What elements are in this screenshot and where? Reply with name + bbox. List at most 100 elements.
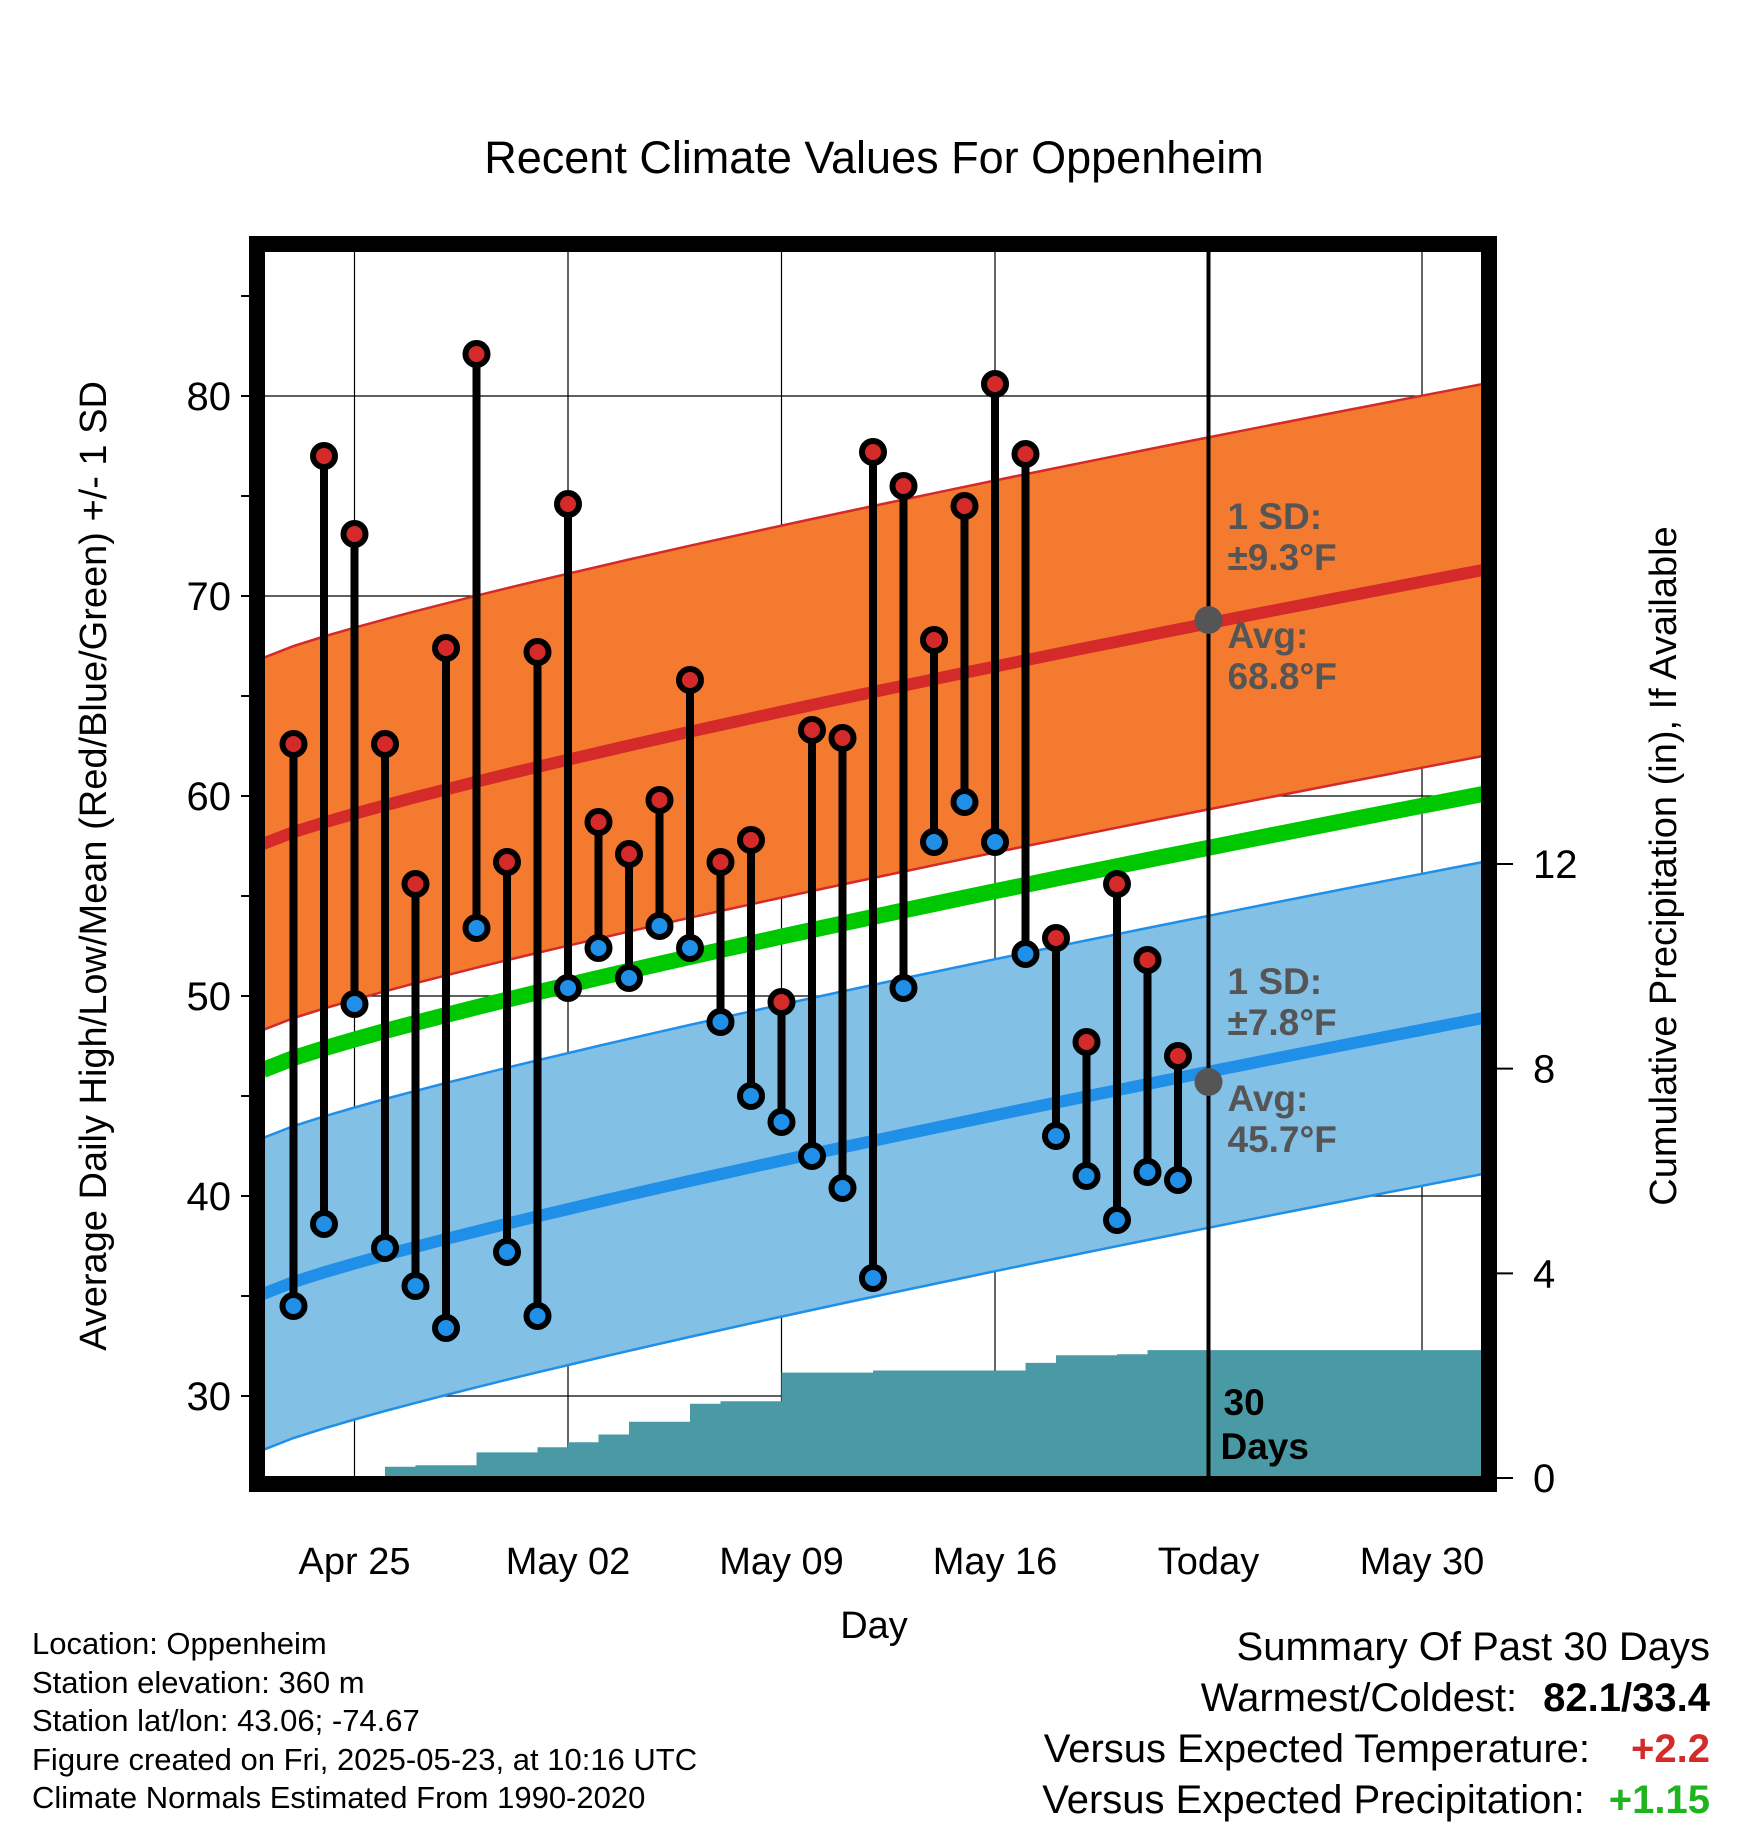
- daily-low-point: [371, 1234, 399, 1262]
- daily-high-point: [1103, 870, 1131, 898]
- daily-low-point: [615, 964, 643, 992]
- daily-high-point: [920, 626, 948, 654]
- daily-low-point: [645, 912, 674, 940]
- chart-title: Recent Climate Values For Oppenheim: [484, 132, 1264, 183]
- daily-low-point: [279, 1292, 308, 1320]
- daily-low-point: [432, 1314, 460, 1342]
- today-days-number: 30: [1224, 1382, 1265, 1423]
- summary-temp-label: Versus Expected Temperature:: [1043, 1727, 1590, 1771]
- low-avg-value: 45.7°F: [1228, 1119, 1337, 1160]
- x-tick-label-4: Today: [1158, 1541, 1259, 1583]
- x-tick-label-2: May 09: [719, 1541, 844, 1583]
- daily-low-point: [584, 934, 613, 962]
- precipitation-area: [278, 1350, 1483, 1478]
- daily-low-point: [737, 1082, 765, 1110]
- daily-high-point: [1072, 1028, 1101, 1056]
- y2-axis-label: Cumulative Precipitation (in), If Availa…: [1643, 526, 1685, 1205]
- daily-low-point: [1103, 1206, 1131, 1234]
- summary-heading: Summary Of Past 30 Days: [1236, 1625, 1710, 1669]
- daily-high-point: [554, 490, 582, 518]
- daily-low-point: [767, 1108, 796, 1136]
- daily-low-point: [493, 1238, 521, 1266]
- daily-high-point: [1042, 924, 1070, 952]
- daily-high-point: [371, 730, 399, 758]
- low-sd-value: ±7.8°F: [1228, 1002, 1337, 1043]
- today-low-normal-marker: [1194, 1068, 1223, 1096]
- daily-high-point: [1164, 1042, 1192, 1070]
- daily-low-point: [340, 990, 369, 1018]
- x-tick-label-0: Apr 25: [299, 1541, 411, 1583]
- low-avg-label: Avg:: [1228, 1078, 1309, 1119]
- daily-high-point: [737, 826, 765, 854]
- x-axis-label: Day: [840, 1605, 908, 1647]
- daily-high-point: [462, 340, 491, 368]
- summary-warmest-row: Warmest/Coldest: 82.1/33.4: [1042, 1673, 1710, 1724]
- daily-low-point: [1011, 940, 1040, 968]
- high-sd-label: 1 SD:: [1228, 496, 1323, 537]
- daily-high-point: [401, 870, 430, 898]
- high-sd-value: ±9.3°F: [1228, 537, 1337, 578]
- x-tick-label-1: May 02: [506, 1541, 631, 1583]
- summary-temp-value: +2.2: [1631, 1727, 1710, 1771]
- y-tick-label-0: 30: [187, 1375, 232, 1419]
- y2-tick-label-0: 0: [1533, 1457, 1555, 1501]
- daily-high-point: [340, 520, 369, 548]
- daily-high-point: [950, 492, 979, 520]
- y2-tick-label-3: 12: [1533, 843, 1578, 887]
- y-tick-label-5: 80: [187, 375, 232, 419]
- daily-high-point: [767, 988, 796, 1016]
- low-sd-label: 1 SD:: [1228, 961, 1323, 1002]
- daily-high-point: [1011, 440, 1040, 468]
- summary-precip-row: Versus Expected Precipitation: +1.15: [1042, 1775, 1710, 1826]
- x-tick-label-5: May 30: [1360, 1541, 1485, 1583]
- daily-high-point: [828, 724, 857, 752]
- daily-low-point: [859, 1264, 887, 1292]
- daily-low-point: [1133, 1158, 1162, 1186]
- y-tick-label-1: 40: [187, 1175, 232, 1219]
- info-latlon: Station lat/lon: 43.06; -74.67: [32, 1703, 420, 1738]
- daily-high-point: [493, 848, 521, 876]
- info-location: Location: Oppenheim: [32, 1626, 327, 1661]
- daily-low-point: [981, 828, 1009, 856]
- summary-temp-row: Versus Expected Temperature: +2.2: [1042, 1724, 1710, 1775]
- daily-low-point: [676, 934, 704, 962]
- daily-low-point: [828, 1174, 857, 1202]
- daily-low-point: [1042, 1122, 1070, 1150]
- plot-frame: [249, 236, 1497, 1492]
- y2-tick-label-1: 4: [1533, 1252, 1555, 1296]
- station-info: Location: Oppenheim Station elevation: 3…: [32, 1625, 697, 1818]
- daily-high-point: [798, 716, 826, 744]
- daily-high-point: [584, 808, 613, 836]
- high-avg-value: 68.8°F: [1228, 656, 1337, 697]
- daily-low-point: [1164, 1166, 1192, 1194]
- today-days-label: Days: [1221, 1426, 1309, 1467]
- summary-warmest-label: Warmest/Coldest:: [1200, 1676, 1518, 1720]
- info-created: Figure created on Fri, 2025-05-23, at 10…: [32, 1741, 698, 1777]
- y-tick-label-4: 70: [187, 575, 232, 619]
- summary-precip-value: +1.15: [1608, 1778, 1710, 1822]
- y2-tick-label-2: 8: [1533, 1048, 1555, 1092]
- today-high-normal-marker: [1194, 606, 1223, 634]
- high-avg-label: Avg:: [1228, 615, 1309, 656]
- daily-high-point: [676, 666, 704, 694]
- daily-low-point: [706, 1008, 735, 1036]
- daily-low-point: [920, 828, 948, 856]
- daily-high-point: [615, 840, 643, 868]
- daily-low-point: [523, 1302, 552, 1330]
- daily-low-point: [1072, 1162, 1101, 1190]
- daily-high-point: [310, 442, 338, 470]
- low-band-lower-edge: [263, 1172, 1483, 1452]
- daily-high-point: [859, 438, 887, 466]
- daily-low-point: [950, 788, 979, 816]
- x-tick-label-3: May 16: [933, 1541, 1058, 1583]
- info-elevation: Station elevation: 360 m: [32, 1664, 365, 1700]
- daily-low-point: [889, 974, 918, 1002]
- daily-high-point: [981, 370, 1009, 398]
- daily-high-point: [1133, 946, 1162, 974]
- daily-high-point: [706, 848, 735, 876]
- summary-precip-label: Versus Expected Precipitation:: [1042, 1778, 1585, 1822]
- y-tick-label-3: 60: [187, 775, 232, 819]
- daily-low-point: [462, 914, 491, 942]
- daily-high-point: [432, 634, 460, 662]
